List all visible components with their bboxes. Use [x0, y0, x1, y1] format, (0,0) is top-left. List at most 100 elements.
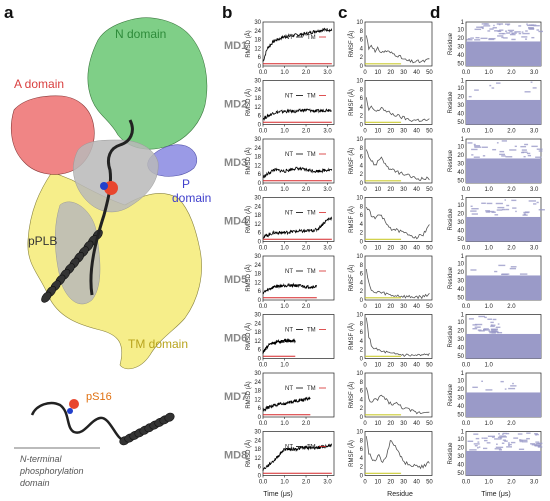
rmsf-ytick: 8: [360, 146, 364, 152]
ss-ytick: 1: [461, 430, 465, 436]
ss-helix-speckle: [501, 442, 505, 444]
rmsd-xtick: 1.0: [280, 187, 289, 193]
ss-ytick: 20: [457, 329, 464, 335]
ss-helix-speckle: [467, 440, 474, 442]
ss-helix-speckle: [510, 266, 517, 268]
ss-ylabel: Residue: [448, 208, 454, 231]
rmsf-xtick: 30: [400, 304, 407, 310]
ss-helix-speckle: [534, 433, 538, 435]
rmsd-ytick: 12: [254, 456, 261, 462]
rmsd-xtick: 3.0: [323, 129, 332, 135]
rmsf-xtick: 50: [426, 246, 433, 252]
rmsf-xtick: 40: [413, 129, 420, 135]
rmsf-ytick: 6: [360, 330, 364, 336]
rmsf-ytick: 6: [360, 96, 364, 102]
rmsd-ytick: 0: [258, 298, 262, 304]
ss-helix-speckle: [475, 437, 480, 440]
ss-helix-speckle: [514, 145, 517, 148]
ss-helix-speckle: [531, 444, 538, 446]
rmsf-plot-frame: [364, 431, 433, 476]
rmsd-xtick: 0.0: [259, 187, 268, 193]
ss-helix-speckle: [499, 435, 506, 437]
ss-ytick: 10: [457, 320, 464, 326]
rmsf-line: [365, 97, 430, 123]
rmsf-ytick: 4: [360, 222, 364, 228]
ss-ytick: 50: [457, 295, 464, 301]
ss-helix-speckle: [526, 437, 530, 440]
legend-tm: TM: [307, 386, 316, 392]
ss-helix-speckle: [471, 154, 474, 156]
panel-a-letter: a: [4, 3, 14, 22]
ss-helix-speckle: [477, 37, 480, 39]
rmsf-ytick: 0: [360, 415, 364, 421]
rmsd-xtick: 1.0: [280, 246, 289, 252]
ss-ytick: 30: [457, 279, 464, 285]
rmsf-xtick: 10: [375, 70, 382, 76]
rmsf-xtick: 20: [387, 70, 394, 76]
ss-ytick: 20: [457, 36, 464, 42]
rmsf-ytick: 6: [360, 213, 364, 219]
ss-xtick: 2.0: [507, 421, 516, 427]
rmsd-ylabel: RMSD (Å): [245, 264, 252, 291]
ss-helix-speckle: [522, 441, 528, 443]
ss-helix-speckle: [532, 87, 537, 89]
ss-xtick: 0.0: [462, 363, 471, 369]
rmsf-xtick: 10: [375, 304, 382, 310]
rmsf-line: [365, 149, 430, 181]
rmsd-nt-line: [262, 27, 333, 62]
rmsf-xtick: 20: [387, 246, 394, 252]
md-label-2: MD2: [224, 99, 247, 111]
rmsf-xtick: 20: [387, 480, 394, 486]
ss-helix-speckle: [474, 146, 482, 148]
rmsd-plot-frame: [262, 21, 335, 67]
ss-helix-speckle: [485, 389, 493, 391]
ss-xtick: 1.0: [485, 421, 494, 427]
ss-helix-speckle: [531, 36, 535, 39]
ss-helix-speckle: [521, 439, 528, 442]
legend-tm: TM: [307, 94, 316, 100]
rmsd-xtick: 3.0: [323, 187, 332, 193]
ss-helix-speckle: [481, 437, 484, 439]
ss-ytick: 40: [457, 404, 464, 410]
ss-ytick: 1: [461, 371, 465, 377]
rmsd-plot-frame: [262, 314, 335, 359]
ss-ytick: 50: [457, 237, 464, 243]
ss-ytick: 10: [457, 262, 464, 268]
ss-helix-speckle: [535, 156, 542, 158]
nterm-label-line2: phosphorylation: [19, 466, 84, 476]
legend-tm: TM: [307, 445, 316, 451]
ss-helix-speckle: [473, 433, 479, 435]
ss-ytick: 40: [457, 346, 464, 352]
rmsd-ytick: 12: [254, 397, 261, 403]
ps16-label: pS16: [86, 391, 112, 403]
ss-helix-speckle: [483, 437, 488, 439]
rmsf-ytick: 4: [360, 46, 364, 52]
ss-helix-speckle: [521, 149, 527, 151]
ss-helix-speckle: [497, 323, 500, 325]
ss-helix-speckle: [493, 24, 495, 27]
rmsd-nt-line: [262, 216, 333, 239]
ss-ytick: 20: [457, 153, 464, 159]
nterm-label-line3: domain: [20, 478, 50, 488]
rmsf-xtick: 10: [375, 421, 382, 427]
rmsd-xtick: 2.0: [302, 187, 311, 193]
rmsd-ylabel: RMSD (Å): [245, 147, 252, 174]
rmsd-nt-line: [262, 166, 333, 179]
ss-helix-speckle: [512, 207, 517, 209]
ss-helix-speckle: [494, 448, 502, 450]
rmsf-xtick: 50: [426, 304, 433, 310]
ss-xtick: 1.0: [485, 70, 494, 76]
ss-xtick: 0.0: [462, 246, 471, 252]
ss-helix-speckle: [505, 208, 510, 211]
ss-helix-speckle: [477, 447, 479, 449]
rmsf-line: [365, 317, 430, 358]
ss-helix-speckle: [491, 211, 496, 213]
ss-helix-speckle: [519, 439, 522, 441]
p-domain-label-line1: P: [182, 177, 190, 191]
ss-xlabel: Time (μs): [481, 491, 510, 498]
rmsf-ytick: 4: [360, 339, 364, 345]
ss-helix-speckle: [470, 269, 477, 271]
nterm-inset: pS16 N-terminal phosphorylation domain: [14, 391, 175, 488]
ss-helix-speckle: [473, 443, 480, 445]
rmsf-ytick: 10: [356, 196, 363, 202]
